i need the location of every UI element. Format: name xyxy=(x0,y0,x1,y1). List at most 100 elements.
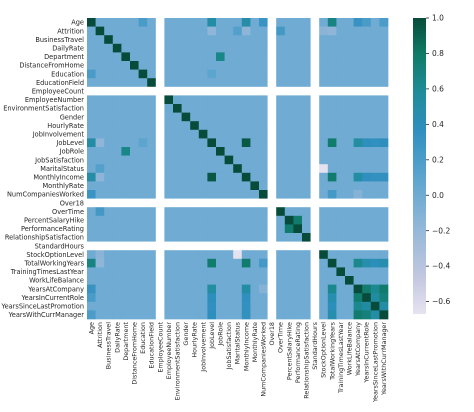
row-label-PerformanceRating: PerformanceRating xyxy=(21,225,84,233)
heatmap-cell-PercentSalaryHike-PerformanceRating xyxy=(293,215,303,225)
heatmap-cell-PerformanceRating-TrainingTimesLastYear xyxy=(336,224,346,234)
heatmap-cell-MaritalStatus-OverTime xyxy=(276,164,286,174)
heatmap-cell-TotalWorkingYears-Education xyxy=(138,258,148,268)
heatmap-cell-Education-OverTime xyxy=(276,69,286,79)
heatmap-cell-MonthlyRate-MonthlyRate xyxy=(250,181,260,191)
heatmap-cell-PercentSalaryHike-EnvironmentSatisfaction xyxy=(173,215,182,225)
heatmap-cell-JobSatisfaction-OverTime xyxy=(276,155,286,165)
heatmap-cell-MonthlyRate-Attrition xyxy=(95,181,105,191)
heatmap-cell-Over18-NumCompaniesWorked xyxy=(259,198,268,208)
heatmap-cell-TotalWorkingYears-OverTime xyxy=(276,258,286,268)
heatmap-cell-TotalWorkingYears-JobRole xyxy=(216,258,225,268)
heatmap-cell-StandardHours-PercentSalaryHike xyxy=(284,241,294,251)
heatmap-cell-JobSatisfaction-EmployeeNumber xyxy=(164,155,174,165)
heatmap-cell-MonthlyRate-Age xyxy=(87,181,96,191)
heatmap-cell-Age-EmployeeNumber xyxy=(164,18,174,27)
heatmap-cell-YearsAtCompany-StockOptionLevel xyxy=(319,284,329,294)
heatmap-cell-StandardHours-EnvironmentSatisfaction xyxy=(173,241,182,251)
heatmap-cell-StockOptionLevel-Department xyxy=(121,250,131,260)
heatmap-cell-HourlyRate-Education xyxy=(138,121,148,131)
heatmap-cell-EducationField-MonthlyRate xyxy=(250,78,260,88)
heatmap-cell-Attrition-HourlyRate xyxy=(190,26,200,36)
heatmap-cell-Attrition-Education xyxy=(138,26,148,36)
heatmap-cell-OverTime-JobInvolvement xyxy=(198,207,208,217)
heatmap-cell-Age-Gender xyxy=(181,18,191,27)
heatmap-cell-Gender-Age xyxy=(87,112,96,122)
heatmap-cell-NumCompaniesWorked-JobLevel xyxy=(207,190,217,199)
heatmap-cell-OverTime-DailyRate xyxy=(112,207,122,217)
heatmap-cell-StockOptionLevel-YearsInCurrentRole xyxy=(362,250,372,260)
heatmap-cell-YearsInCurrentRole-PerformanceRating xyxy=(293,293,303,303)
heatmap-cell-PerformanceRating-Education xyxy=(138,224,148,234)
heatmap-cell-Over18-EmployeeNumber xyxy=(164,198,174,208)
heatmap-cell-TrainingTimesLastYear-TrainingTimesLastYear xyxy=(336,267,346,277)
heatmap-cell-NumCompaniesWorked-EmployeeNumber xyxy=(164,190,174,199)
heatmap-cell-EnvironmentSatisfaction-JobLevel xyxy=(207,104,217,113)
column-label-JobLevel: JobLevel xyxy=(208,322,216,350)
heatmap-cell-YearsSinceLastPromotion-StockOptionLevel xyxy=(319,301,329,311)
heatmap-cell-YearsAtCompany-PercentSalaryHike xyxy=(284,284,294,294)
heatmap-cell-EducationField-RelationshipSatisfaction xyxy=(302,78,311,88)
heatmap-cell-BusinessTravel-Gender xyxy=(181,35,191,45)
heatmap-cell-JobRole-PercentSalaryHike xyxy=(284,147,294,156)
heatmap-cell-StandardHours-OverTime xyxy=(276,241,286,251)
heatmap-cell-TrainingTimesLastYear-MaritalStatus xyxy=(233,267,243,277)
heatmap-cell-JobLevel-JobSatisfaction xyxy=(224,138,234,148)
heatmap-cell-EmployeeCount-YearsSinceLastPromotion xyxy=(370,86,380,96)
row-label-EnvironmentSatisfaction: EnvironmentSatisfaction xyxy=(3,105,84,113)
heatmap-cell-JobInvolvement-MonthlyIncome xyxy=(241,129,251,139)
heatmap-cell-Age-BusinessTravel xyxy=(104,18,114,27)
heatmap-cell-MaritalStatus-HourlyRate xyxy=(190,164,200,174)
heatmap-cell-EmployeeNumber-PercentSalaryHike xyxy=(284,95,294,105)
heatmap-cell-WorkLifeBalance-EnvironmentSatisfaction xyxy=(173,276,182,285)
heatmap-cell-JobRole-EducationField xyxy=(147,147,157,156)
heatmap-cell-OverTime-YearsAtCompany xyxy=(353,207,363,217)
heatmap-cell-Education-EducationField xyxy=(147,69,157,79)
heatmap-cell-HourlyRate-HourlyRate xyxy=(190,121,200,131)
heatmap-cell-PerformanceRating-StockOptionLevel xyxy=(319,224,329,234)
heatmap-cell-DailyRate-EducationField xyxy=(147,43,157,53)
heatmap-cell-YearsInCurrentRole-MonthlyIncome xyxy=(241,293,251,303)
heatmap-cell-TrainingTimesLastYear-RelationshipSatisfaction xyxy=(302,267,311,277)
heatmap-cell-EmployeeNumber-EnvironmentSatisfaction xyxy=(173,95,182,105)
column-label-JobRole: JobRole xyxy=(217,322,225,347)
heatmap-cell-JobSatisfaction-EmployeeCount xyxy=(155,155,165,165)
heatmap-cell-TrainingTimesLastYear-Over18 xyxy=(267,267,277,277)
heatmap-cell-NumCompaniesWorked-PercentSalaryHike xyxy=(284,190,294,199)
heatmap-cell-EducationField-StandardHours xyxy=(310,78,320,88)
heatmap-cell-HourlyRate-EmployeeCount xyxy=(155,121,165,131)
heatmap-cell-HourlyRate-PercentSalaryHike xyxy=(284,121,294,131)
heatmap-cell-YearsWithCurrManager-HourlyRate xyxy=(190,310,200,320)
heatmap-cell-Age-JobLevel xyxy=(207,18,217,27)
row-label-HourlyRate: HourlyRate xyxy=(47,122,84,130)
heatmap-cell-EducationField-EnvironmentSatisfaction xyxy=(173,78,182,88)
heatmap-cell-MonthlyRate-YearsSinceLastPromotion xyxy=(370,181,380,191)
heatmap-cell-TrainingTimesLastYear-PercentSalaryHike xyxy=(284,267,294,277)
heatmap-cell-EmployeeCount-DistanceFromHome xyxy=(130,86,139,96)
heatmap-cell-JobRole-StockOptionLevel xyxy=(319,147,329,156)
heatmap-cell-JobInvolvement-Over18 xyxy=(267,129,277,139)
heatmap-cell-JobLevel-OverTime xyxy=(276,138,286,148)
heatmap-cell-YearsSinceLastPromotion-Education xyxy=(138,301,148,311)
heatmap-cell-YearsAtCompany-YearsWithCurrManager xyxy=(379,284,389,294)
heatmap-cell-WorkLifeBalance-TotalWorkingYears xyxy=(327,276,337,285)
heatmap-cell-WorkLifeBalance-JobRole xyxy=(216,276,225,285)
heatmap-cell-JobInvolvement-JobLevel xyxy=(207,129,217,139)
heatmap-cell-YearsSinceLastPromotion-YearsWithCurrManager xyxy=(379,301,389,311)
heatmap-cell-EmployeeCount-Over18 xyxy=(267,86,277,96)
heatmap-cell-MaritalStatus-Over18 xyxy=(267,164,277,174)
heatmap-cell-TotalWorkingYears-Attrition xyxy=(95,258,105,268)
heatmap-cell-JobSatisfaction-TrainingTimesLastYear xyxy=(336,155,346,165)
heatmap-cell-EmployeeNumber-JobSatisfaction xyxy=(224,95,234,105)
heatmap-cell-Department-EmployeeNumber xyxy=(164,52,174,62)
heatmap-cell-StandardHours-MaritalStatus xyxy=(233,241,243,251)
heatmap-cell-BusinessTravel-HourlyRate xyxy=(190,35,200,45)
heatmap-cell-HourlyRate-EducationField xyxy=(147,121,157,131)
heatmap-cell-PerformanceRating-YearsInCurrentRole xyxy=(362,224,372,234)
heatmap-cell-TrainingTimesLastYear-DailyRate xyxy=(112,267,122,277)
heatmap-cell-EnvironmentSatisfaction-TotalWorkingYears xyxy=(327,104,337,113)
heatmap-cell-DistanceFromHome-RelationshipSatisfaction xyxy=(302,61,311,70)
heatmap-cell-StandardHours-DailyRate xyxy=(112,241,122,251)
heatmap-cell-MonthlyIncome-HourlyRate xyxy=(190,172,200,182)
heatmap-cell-EmployeeCount-StockOptionLevel xyxy=(319,86,329,96)
